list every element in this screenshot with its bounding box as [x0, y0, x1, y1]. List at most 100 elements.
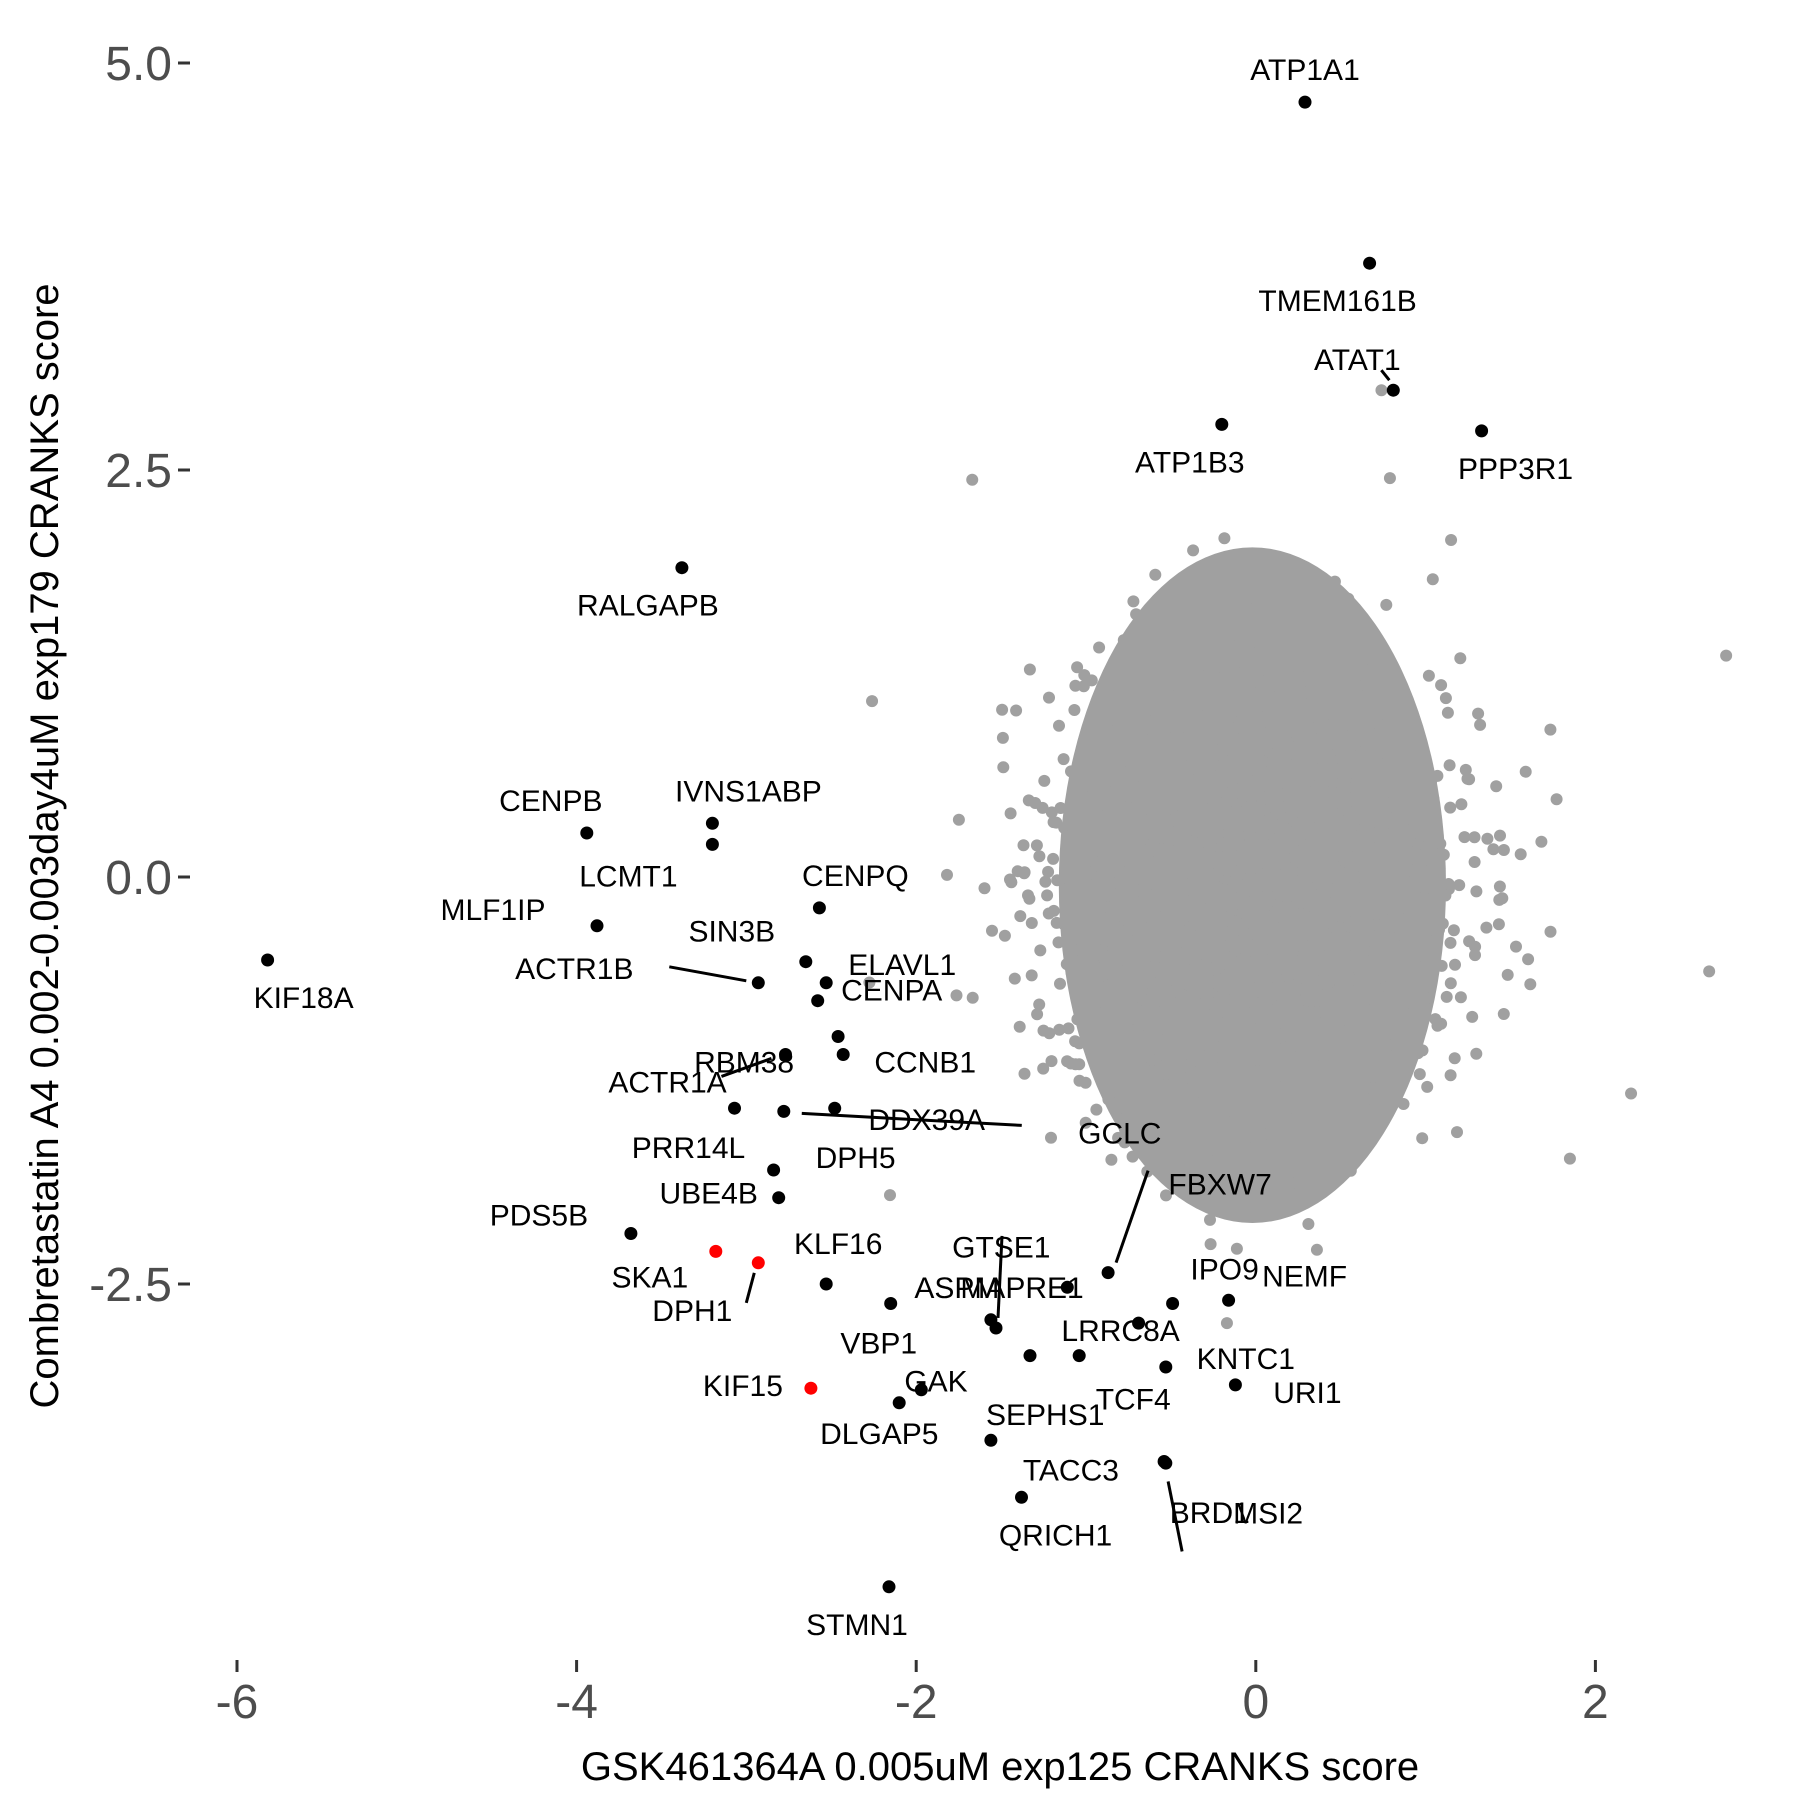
background-point	[1468, 831, 1481, 844]
background-point	[1429, 836, 1442, 849]
background-point	[1350, 836, 1362, 849]
background-point	[1221, 852, 1234, 864]
background-point	[1401, 824, 1414, 837]
leader-line-actr1b	[669, 965, 747, 983]
background-point	[1118, 1136, 1131, 1149]
background-point	[1204, 792, 1217, 805]
background-point	[1338, 755, 1351, 768]
background-point	[1217, 863, 1230, 876]
background-point	[1291, 698, 1304, 711]
background-point	[1208, 831, 1221, 844]
background-point	[1342, 1015, 1355, 1028]
background-point	[1120, 935, 1133, 948]
background-point	[1200, 702, 1213, 715]
background-point	[1233, 668, 1246, 681]
background-point	[1490, 780, 1503, 793]
background-point	[1240, 908, 1253, 921]
background-point	[1249, 593, 1262, 606]
background-point	[1312, 821, 1325, 834]
leader-line-atat1	[1380, 369, 1391, 382]
background-point	[1134, 676, 1147, 688]
background-point	[1191, 708, 1204, 721]
background-point	[1090, 1103, 1103, 1116]
background-point	[1116, 983, 1129, 996]
background-point	[1230, 1021, 1242, 1034]
background-point	[1119, 1112, 1132, 1125]
background-point	[1331, 705, 1344, 718]
background-point	[1289, 641, 1302, 654]
background-point	[1230, 590, 1243, 603]
background-point	[1195, 933, 1208, 946]
background-point	[1042, 865, 1055, 878]
background-point	[1149, 686, 1162, 699]
background-point	[1353, 705, 1366, 718]
background-point	[1161, 870, 1174, 883]
gene-point-tcf4	[1072, 1349, 1086, 1363]
background-point	[1375, 384, 1388, 397]
background-point	[1289, 772, 1301, 785]
background-point	[1014, 910, 1027, 923]
background-point	[996, 731, 1009, 744]
background-point	[1130, 884, 1143, 897]
background-point	[1149, 568, 1162, 581]
background-point	[1023, 663, 1036, 676]
background-point	[952, 813, 965, 826]
background-point	[1514, 848, 1527, 861]
background-point	[1365, 1092, 1378, 1105]
background-point	[1218, 532, 1231, 545]
background-point	[1263, 932, 1276, 944]
background-point	[1216, 1087, 1229, 1100]
background-point	[1342, 592, 1355, 605]
gene-point-ivns1abp	[705, 816, 719, 830]
background-point	[1178, 974, 1191, 987]
background-point	[1174, 632, 1187, 645]
background-point	[1563, 1152, 1576, 1165]
background-point	[1303, 1180, 1316, 1192]
background-point	[1448, 1052, 1461, 1065]
background-point	[1441, 706, 1454, 719]
background-point	[1115, 678, 1128, 691]
background-point	[1492, 918, 1505, 931]
background-point	[1278, 986, 1291, 999]
background-point	[1160, 995, 1173, 1008]
background-point	[1257, 1128, 1270, 1140]
background-point	[1100, 999, 1113, 1011]
background-point	[1033, 998, 1046, 1011]
background-point	[1501, 968, 1514, 981]
background-point	[1160, 1189, 1172, 1202]
background-point	[1031, 1008, 1044, 1021]
background-point	[1332, 667, 1345, 679]
background-point	[1324, 1165, 1337, 1178]
background-point	[1053, 719, 1065, 732]
gene-label-ccnb1: CCNB1	[874, 1047, 976, 1080]
background-point	[1151, 831, 1164, 844]
background-point	[1102, 848, 1115, 861]
gene-label-cenpa: CENPA	[841, 975, 942, 1008]
background-point	[1034, 944, 1047, 957]
background-point	[1196, 730, 1208, 743]
gene-label-prr14l: PRR14L	[632, 1132, 745, 1165]
background-point	[1481, 832, 1494, 845]
background-point	[1271, 822, 1284, 834]
background-point	[1156, 851, 1169, 864]
background-point	[966, 991, 979, 1004]
background-point	[1150, 950, 1163, 963]
background-point	[1390, 810, 1402, 823]
background-point	[1301, 770, 1314, 782]
background-point	[1291, 731, 1304, 744]
background-point	[1310, 1243, 1323, 1256]
gene-label-ddx39a: DDX39A	[868, 1104, 985, 1137]
background-point	[1326, 1050, 1339, 1062]
background-point	[1361, 992, 1374, 1005]
background-point	[1187, 544, 1200, 557]
background-point	[1071, 1013, 1084, 1026]
background-point	[1245, 805, 1258, 818]
background-point	[1204, 589, 1217, 602]
background-point	[1025, 969, 1038, 982]
background-point	[1447, 924, 1460, 937]
background-point	[1427, 792, 1440, 805]
background-point	[1263, 779, 1276, 791]
gene-label-brd1: BRD1	[1170, 1497, 1250, 1530]
background-point	[1284, 566, 1297, 579]
background-point	[1224, 959, 1237, 972]
